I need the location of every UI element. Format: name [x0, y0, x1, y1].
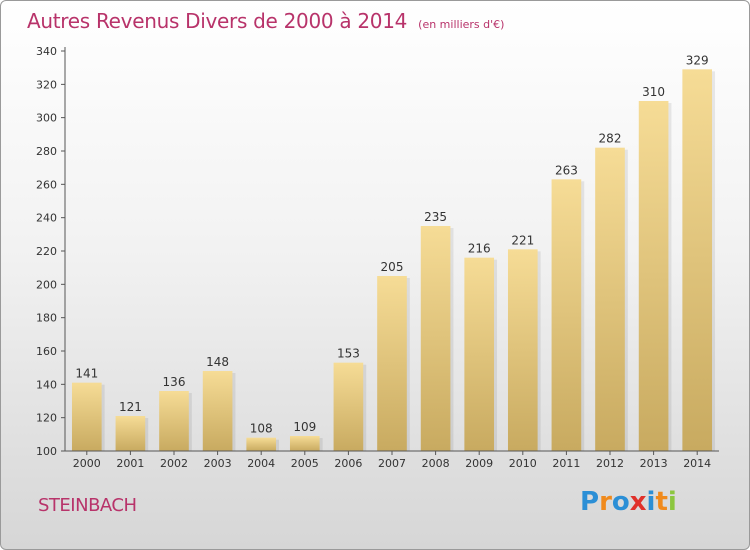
- bar-value-label: 310: [642, 85, 665, 99]
- chart-title: Autres Revenus Divers de 2000 à 2014: [27, 9, 408, 33]
- y-tick-label: 300: [36, 112, 57, 125]
- logo-letter: i: [646, 487, 656, 517]
- x-tick-label: 2008: [422, 457, 450, 470]
- y-tick-label: 180: [36, 312, 57, 325]
- proxiti-logo[interactable]: Proxiti: [580, 487, 677, 517]
- logo-letter: P: [580, 487, 600, 517]
- bar: [420, 226, 451, 451]
- bar: [289, 436, 320, 451]
- labels-layer: 141 121 136 148 108 109 153 205 235 216 221 263 282 3…: [75, 53, 708, 435]
- chart-unit: (en milliers d'€): [418, 18, 505, 31]
- bar-value-label: 282: [599, 132, 622, 146]
- bar-value-label: 148: [206, 355, 229, 369]
- y-tick-label: 280: [36, 145, 57, 158]
- x-tick-label: 2010: [509, 457, 537, 470]
- logo-letter: r: [599, 487, 612, 517]
- x-tick-label: 2003: [204, 457, 232, 470]
- bar: [377, 276, 407, 451]
- bar-value-label: 153: [337, 347, 360, 361]
- axis-layer: 100 120 140 160 180 200 220 240 260 280 300 320 340 2…: [36, 45, 719, 470]
- bar-value-label: 235: [424, 210, 447, 224]
- bar-value-label: 136: [163, 375, 186, 389]
- x-tick-label: 2011: [552, 457, 580, 470]
- y-tick-label: 220: [36, 245, 57, 258]
- x-tick-label: 2002: [160, 457, 188, 470]
- x-tick-label: 2000: [73, 457, 101, 470]
- bar: [507, 249, 538, 451]
- bars-layer: [71, 69, 716, 452]
- x-tick-label: 2013: [640, 457, 668, 470]
- bar: [159, 391, 189, 451]
- bar: [246, 437, 277, 451]
- title-row: Autres Revenus Divers de 2000 à 2014 (en…: [27, 9, 504, 33]
- bar: [333, 362, 364, 451]
- logo-letter: o: [611, 487, 630, 517]
- bar-value-label: 109: [293, 420, 316, 434]
- y-tick-label: 260: [36, 178, 57, 191]
- bar: [464, 257, 495, 451]
- x-tick-label: 2014: [683, 457, 711, 470]
- bar-value-label: 221: [511, 233, 534, 247]
- bar-value-label: 329: [686, 53, 709, 67]
- y-tick-label: 160: [36, 345, 57, 358]
- bar-value-label: 141: [75, 367, 98, 381]
- bar-value-label: 205: [381, 260, 404, 274]
- bar: [115, 416, 146, 451]
- x-tick-label: 2007: [378, 457, 406, 470]
- x-tick-label: 2001: [116, 457, 144, 470]
- bar: [595, 147, 625, 451]
- bar: [682, 69, 713, 451]
- x-tick-label: 2006: [334, 457, 362, 470]
- y-tick-label: 340: [36, 45, 57, 58]
- y-tick-label: 100: [36, 445, 57, 458]
- bar-value-label: 263: [555, 163, 578, 177]
- y-tick-label: 140: [36, 378, 57, 391]
- bar: [71, 382, 102, 451]
- bar: [551, 179, 582, 452]
- x-tick-label: 2004: [247, 457, 275, 470]
- logo-letter: x: [629, 487, 647, 517]
- x-tick-label: 2005: [291, 457, 319, 470]
- logo-letter: t: [655, 487, 668, 517]
- bar: [638, 101, 669, 451]
- logo-letter: i: [667, 487, 677, 517]
- x-tick-label: 2012: [596, 457, 624, 470]
- bar-value-label: 121: [119, 400, 142, 414]
- y-tick-label: 320: [36, 78, 57, 91]
- y-tick-label: 240: [36, 212, 57, 225]
- bar: [202, 371, 233, 451]
- city-name: STEINBACH: [38, 495, 137, 516]
- y-tick-label: 200: [36, 278, 57, 291]
- bar-value-label: 108: [250, 422, 273, 436]
- bar-value-label: 216: [468, 242, 491, 256]
- y-tick-label: 120: [36, 412, 57, 425]
- x-tick-label: 2009: [465, 457, 493, 470]
